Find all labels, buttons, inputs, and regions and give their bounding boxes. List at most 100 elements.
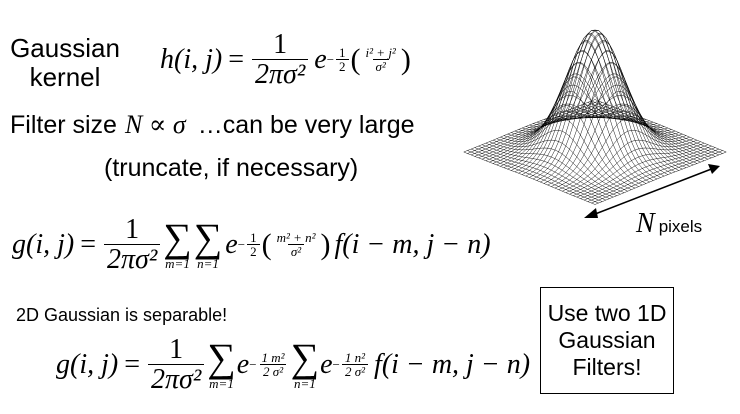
mesh-line-u <box>532 33 665 180</box>
mesh-line-u <box>576 144 709 198</box>
mesh-line-u <box>594 151 727 205</box>
sep-exp2-base: e <box>320 348 333 380</box>
mesh-line-v <box>554 84 687 168</box>
sep-exp1-base: e <box>236 348 250 380</box>
kernel-exp-inner: i² + j² σ² <box>363 46 399 74</box>
mesh-line-v <box>514 62 647 184</box>
conv-exp-half-den: 2 <box>247 244 260 259</box>
mesh-line-u <box>529 29 661 178</box>
callout-line-2: Gaussian <box>558 326 656 353</box>
title-line-2: kernel <box>29 62 101 93</box>
gaussian-mesh <box>463 29 727 205</box>
sep-sum-m-symbol: ∑ <box>207 335 236 381</box>
sep-sum-m: ∑ m=1 <box>207 335 236 392</box>
mesh-line-v <box>485 142 617 196</box>
mesh-line-v <box>594 99 727 153</box>
sep-exp1-num: 1 m² <box>261 349 285 365</box>
conv-exp-half: 1 2 <box>247 231 260 259</box>
sep-tail: f(i − m, j − n) <box>374 348 531 380</box>
conv-exp-inner: m² + n² σ² <box>274 231 319 259</box>
mesh-line-v <box>529 29 661 178</box>
mesh-line-v <box>467 150 599 204</box>
mesh-line-v <box>471 148 603 202</box>
mesh-line-v <box>481 144 614 198</box>
kernel-equals: = <box>228 43 245 75</box>
mesh-line-v <box>478 145 610 199</box>
mesh-line-u <box>587 148 719 202</box>
mesh-line-u <box>463 99 596 153</box>
sep-equals: = <box>124 348 141 380</box>
kernel-lhs: h(i, j) <box>160 43 223 75</box>
mesh-line-u <box>580 145 712 199</box>
kernel-formula: h(i, j) = 1 2πσ² e − 1 2 ( i² + j² σ² ) <box>160 30 411 90</box>
mesh-line-v <box>496 130 628 192</box>
sep-exp2-num: 1 n² <box>344 349 366 365</box>
conv-exponent: − 1 2 ( m² + n² σ² ) <box>237 227 331 261</box>
conv-denominator: 2πσ² <box>104 244 161 275</box>
axis-symbol-n: N <box>636 208 655 239</box>
conv-equals: = <box>80 228 97 260</box>
mesh-line-v <box>580 105 712 159</box>
kernel-exp-paren-close: ) <box>400 42 411 76</box>
kernel-exp-sign: − <box>326 51 335 67</box>
conv-sum-n: ∑ n=1 <box>194 218 223 271</box>
kernel-fraction: 1 2πσ² <box>252 29 309 90</box>
conv-exp-sign: − <box>237 236 246 252</box>
mesh-line-v <box>551 73 683 170</box>
mesh-line-v <box>540 41 672 174</box>
conv-exp-paren-open: ( <box>261 227 272 261</box>
kernel-exponent: − 1 2 ( i² + j² σ² ) <box>326 42 411 76</box>
conv-exp-paren-close: ) <box>320 227 331 261</box>
kernel-exp-half: 1 2 <box>336 46 349 74</box>
mesh-line-u <box>507 73 639 170</box>
conv-fraction: 1 2πσ² <box>104 214 161 275</box>
kernel-exp-inner-num: i² + j² <box>365 44 396 60</box>
pixels-axis-arrow <box>584 164 720 218</box>
mesh-line-u <box>467 100 599 154</box>
axis-unit-pixels: pixels <box>658 217 703 236</box>
sep-exponent-1: − 1 m² 2 σ² <box>249 351 289 379</box>
kernel-exp-half-den: 2 <box>336 59 349 74</box>
kernel-denominator: 2πσ² <box>252 59 309 90</box>
sep-sum-n: ∑ n=1 <box>290 335 320 391</box>
conv-sum-m-symbol: ∑ <box>163 215 192 261</box>
callout-line-3: Filters! <box>572 354 642 381</box>
mesh-line-u <box>478 105 610 159</box>
mesh-line-u <box>591 150 723 204</box>
kernel-numerator: 1 <box>273 29 288 60</box>
kernel-exp-inner-den: σ² <box>372 59 389 74</box>
conv-exp-inner-num: m² + n² <box>276 229 316 245</box>
sep-exp2-sign: − <box>332 356 340 372</box>
callout-line-1: Use two 1D <box>547 299 667 326</box>
sep-numerator: 1 <box>169 334 184 365</box>
conv-sum-m: ∑ m=1 <box>163 215 192 271</box>
title-line-1: Gaussian <box>10 33 120 63</box>
mesh-line-u <box>503 84 636 168</box>
filter-size-line: Filter size N ∝ σ …can be very large <box>10 110 415 140</box>
conv-lhs: g(i, j) <box>12 228 75 260</box>
conv-numerator: 1 <box>125 214 140 245</box>
sep-denominator: 2πσ² <box>148 364 205 395</box>
mesh-line-v <box>507 91 639 187</box>
pixels-axis-label: N pixels <box>636 208 702 240</box>
mesh-line-u <box>584 147 716 201</box>
kernel-exp-base: e <box>314 43 327 75</box>
mesh-line-u <box>543 62 676 184</box>
sep-exponent-2: − 1 n² 2 σ² <box>333 351 371 379</box>
sep-exp2-den: 2 σ² <box>341 364 368 379</box>
separable-formula: g(i, j) = 1 2πσ² ∑ m=1 e − 1 m² 2 σ² ∑ n… <box>56 335 530 395</box>
gaussian-surface-plot <box>463 29 727 218</box>
separable-note: 2D Gaussian is separable! <box>16 305 228 325</box>
sep-sum-m-lower: m=1 <box>209 376 234 392</box>
filter-size-relation: N ∝ σ <box>124 110 186 139</box>
filter-size-prefix: Filter size <box>10 111 117 139</box>
kernel-exp-half-num: 1 <box>339 44 346 60</box>
mesh-line-u <box>551 91 683 187</box>
conv-exp-inner-den: σ² <box>287 244 305 259</box>
mesh-line-v <box>463 151 596 205</box>
mesh-line-u <box>518 41 650 174</box>
sep-sum-n-symbol: ∑ <box>290 335 320 381</box>
kernel-exp-paren-open: ( <box>350 42 361 76</box>
mesh-line-v <box>591 100 723 154</box>
